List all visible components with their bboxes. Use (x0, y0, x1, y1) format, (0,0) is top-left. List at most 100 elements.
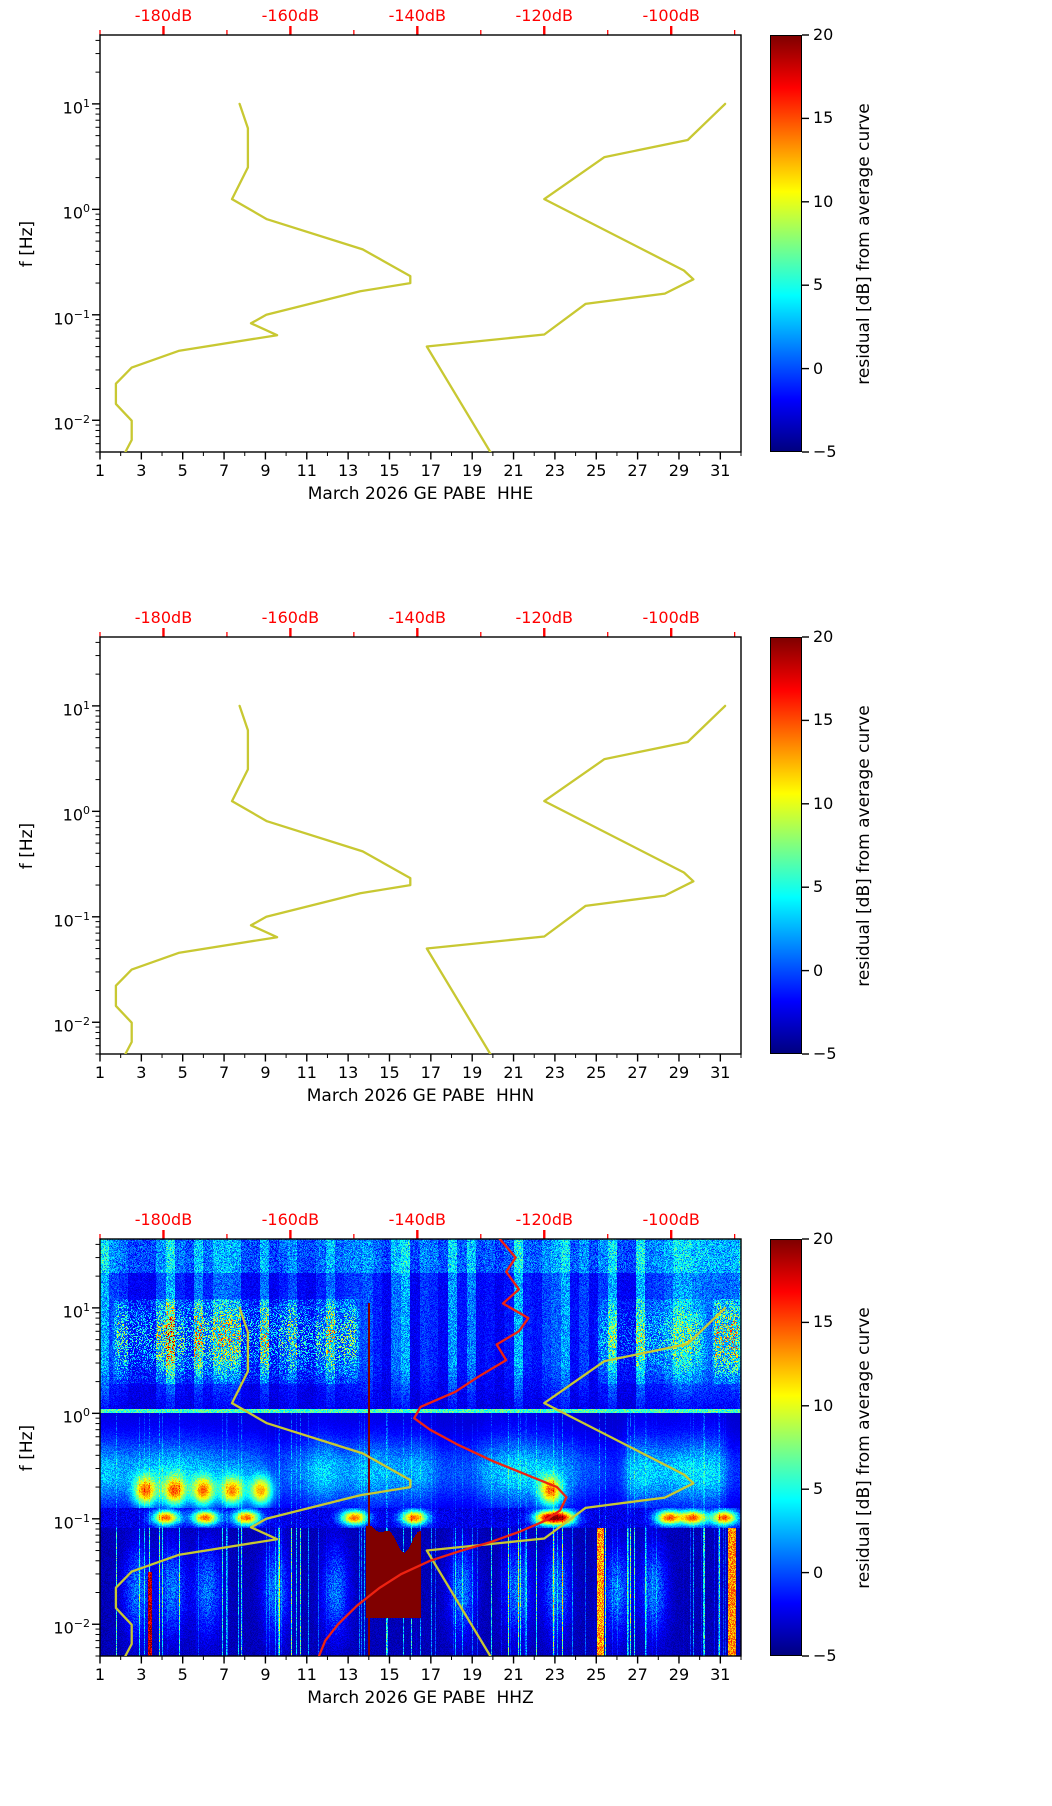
freq-tick-base: 10 (62, 98, 83, 118)
db-tick-label: -180dB (134, 1210, 193, 1229)
nhnm-curve (425, 704, 727, 1054)
colorbar-label: residual [dB] from average curve (854, 704, 874, 987)
freq-tick-label: 10−1 (32, 304, 90, 330)
freq-tick-label: 100 (32, 198, 90, 224)
colorbar-tick-label: 0 (813, 960, 824, 980)
freq-tick-base: 10 (53, 1513, 74, 1533)
colorbar-tick-label: 5 (813, 275, 824, 295)
colorbar-tick-label: 0 (813, 1562, 824, 1582)
colorbar-tick-label: 10 (813, 1395, 834, 1415)
freq-tick-exponent: −2 (73, 1617, 90, 1631)
day-tick-label: 27 (627, 1665, 648, 1684)
x-axis-label: March 2026 GE PABE HHE (307, 484, 534, 504)
db-tick-label: -140dB (388, 608, 447, 627)
day-tick-label: 3 (136, 461, 147, 480)
freq-tick-base: 10 (62, 805, 83, 825)
colorbar-tick-label: 15 (813, 1312, 834, 1332)
colorbar (770, 1239, 802, 1656)
freq-tick-exponent: 0 (83, 804, 90, 818)
day-tick-label: 11 (296, 1063, 317, 1082)
colorbar-tick-label: −5 (813, 442, 837, 461)
day-tick-label: 15 (379, 461, 400, 480)
panel-HHZ: -180dB -160dB -140dB -120dB -100dB 1 3 5 7 9 11 13 1… (0, 1204, 1052, 1806)
freq-tick-label: 10−1 (32, 1508, 90, 1534)
day-tick-label: 23 (544, 1063, 566, 1082)
db-tick-label: -160dB (261, 1210, 320, 1229)
day-tick-label: 23 (544, 1665, 566, 1684)
day-tick-label: 9 (260, 1063, 271, 1082)
colorbar-tick-label: 5 (813, 1479, 824, 1499)
day-tick-label: 11 (296, 1665, 317, 1684)
colorbar-tick-label: 0 (813, 358, 824, 378)
day-tick-label: 25 (586, 1665, 607, 1684)
day-tick-label: 23 (544, 461, 566, 480)
colorbar-label: residual [dB] from average curve (854, 1306, 874, 1589)
freq-tick-exponent: −1 (73, 1511, 90, 1525)
y-axis-label: f [Hz] (17, 220, 37, 267)
day-tick-label: 1 (94, 1665, 106, 1684)
freq-tick-exponent: 1 (83, 698, 90, 712)
freq-tick-base: 10 (53, 309, 74, 329)
day-tick-label: 13 (337, 1063, 359, 1082)
plot-overlay-HHE (92, 26, 809, 460)
freq-tick-exponent: 1 (83, 1300, 90, 1314)
day-tick-label: 29 (668, 461, 690, 480)
freq-tick-label: 100 (32, 1402, 90, 1428)
colorbar-tick-label: 20 (813, 1229, 834, 1248)
freq-tick-exponent: 0 (83, 1406, 90, 1420)
colorbar (770, 35, 802, 452)
plot-overlay-HHN (92, 628, 809, 1062)
day-tick-label: 19 (462, 461, 483, 480)
freq-tick-label: 100 (32, 800, 90, 826)
day-tick-label: 5 (177, 461, 188, 480)
day-tick-label: 13 (337, 1665, 359, 1684)
db-tick-label: -160dB (261, 6, 320, 25)
colorbar-tick-label: −5 (813, 1044, 837, 1063)
day-tick-label: 9 (260, 1665, 271, 1684)
day-tick-label: 17 (420, 1665, 441, 1684)
panel-HHE: -180dB -160dB -140dB -120dB -100dB 1 3 5 7 9 11 13 1… (0, 0, 1052, 602)
day-tick-label: 9 (260, 461, 271, 480)
db-tick-label: -100dB (642, 1210, 700, 1229)
freq-tick-exponent: 0 (83, 202, 90, 216)
freq-tick-base: 10 (62, 700, 83, 720)
nhnm-curve (425, 102, 727, 452)
db-tick-label: -180dB (134, 6, 193, 25)
day-tick-label: 31 (710, 1665, 731, 1684)
colorbar (770, 637, 802, 1054)
day-tick-label: 3 (136, 1063, 147, 1082)
db-tick-label: -120dB (515, 6, 573, 25)
freq-tick-exponent: 1 (83, 96, 90, 110)
day-tick-label: 31 (710, 461, 731, 480)
day-tick-label: 21 (503, 461, 524, 480)
x-axis-label: March 2026 GE PABE HHN (306, 1086, 535, 1106)
day-tick-label: 19 (462, 1063, 483, 1082)
db-tick-label: -140dB (388, 6, 447, 25)
freq-tick-label: 101 (32, 93, 90, 119)
day-tick-label: 25 (586, 1063, 607, 1082)
nlnm-curve (114, 704, 412, 1054)
colorbar-tick-label: 15 (813, 710, 834, 730)
day-tick-label: 25 (586, 461, 607, 480)
freq-tick-base: 10 (53, 911, 74, 931)
freq-tick-label: 10−2 (32, 1011, 90, 1037)
day-tick-label: 31 (710, 1063, 731, 1082)
nlnm-curve (114, 102, 412, 452)
day-tick-label: 7 (218, 461, 230, 480)
day-tick-label: 27 (627, 461, 648, 480)
db-tick-label: -120dB (515, 608, 573, 627)
colorbar-label: residual [dB] from average curve (854, 102, 874, 385)
freq-tick-exponent: −2 (73, 413, 90, 427)
panel-HHN: -180dB -160dB -140dB -120dB -100dB 1 3 5 7 9 11 13 1… (0, 602, 1052, 1204)
day-tick-label: 27 (627, 1063, 648, 1082)
freq-tick-base: 10 (53, 1016, 74, 1036)
day-tick-label: 15 (379, 1665, 400, 1684)
db-tick-label: -100dB (642, 608, 700, 627)
day-tick-label: 29 (668, 1665, 690, 1684)
day-tick-label: 21 (503, 1063, 524, 1082)
y-axis-label: f [Hz] (17, 1424, 37, 1471)
colorbar-tick-label: 10 (813, 793, 834, 813)
freq-tick-label: 10−2 (32, 1613, 90, 1639)
colorbar-tick-label: 5 (813, 877, 824, 897)
